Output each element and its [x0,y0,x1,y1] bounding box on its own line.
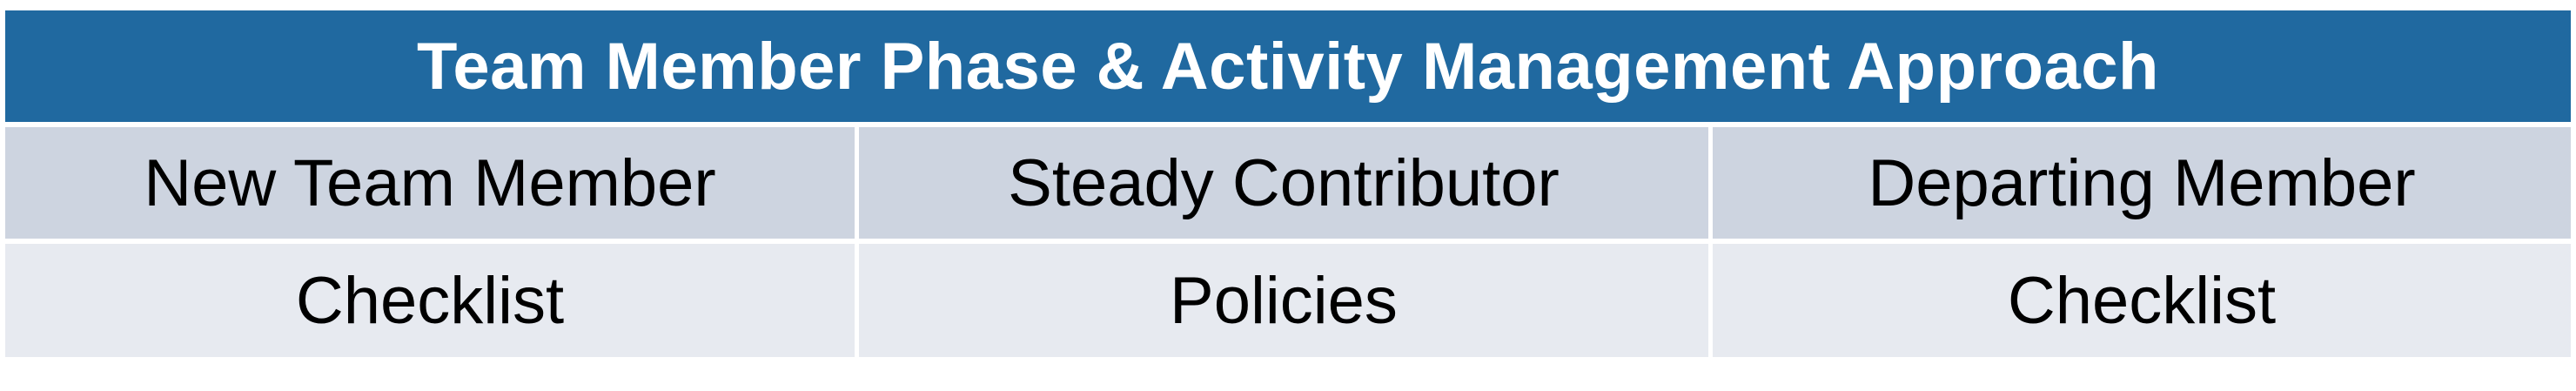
phase-header-new-team-member: New Team Member [5,127,859,239]
activity-cell-new-team-member: Checklist [5,244,859,357]
phase-activity-table: Team Member Phase & Activity Management … [5,10,2571,362]
activity-cell-steady-contributor: Policies [859,244,1713,357]
phase-header-steady-contributor: Steady Contributor [859,127,1713,239]
phase-header-departing-member: Departing Member [1713,127,2571,239]
activity-cell-departing-member: Checklist [1713,244,2571,357]
table-title: Team Member Phase & Activity Management … [5,10,2571,122]
